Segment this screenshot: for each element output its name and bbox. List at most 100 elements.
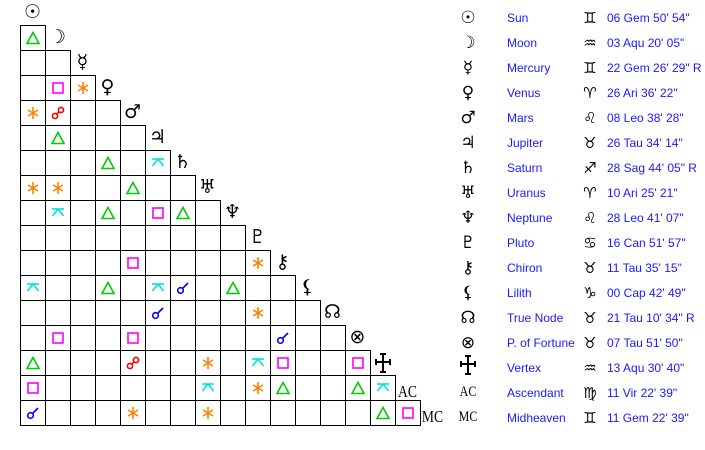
- grid-header-uranus-icon: ♅: [198, 176, 217, 198]
- grid-cell-conjunction: [20, 400, 46, 426]
- sextile-icon: [52, 182, 64, 194]
- trine-icon: [226, 281, 240, 295]
- grid-cell: [170, 400, 196, 426]
- grid-cell: [45, 400, 71, 426]
- grid-cell: [170, 375, 196, 401]
- grid-cell-trine: [170, 200, 196, 226]
- grid-cell-sextile: [70, 75, 96, 101]
- position-row: ☉ Sun ♊ 06 Gem 50' 54": [455, 5, 705, 30]
- grid-cell-trine: [20, 350, 46, 376]
- grid-cell-quincunx: [145, 275, 171, 301]
- sextile-icon: [202, 357, 214, 369]
- grid-cell: [145, 250, 171, 276]
- taurus-icon: ♉: [583, 258, 597, 277]
- grid-cell: [320, 375, 346, 401]
- grid-cell: [195, 325, 221, 351]
- grid-cell-square: [45, 75, 71, 101]
- square-icon: [152, 207, 164, 219]
- grid-cell: [95, 325, 121, 351]
- body-name: Chiron: [507, 260, 543, 275]
- body-position: 10 Ari 25' 21": [607, 185, 678, 200]
- body-name: True Node: [507, 310, 564, 325]
- grid-cell-conjunction: [170, 275, 196, 301]
- grid-header-midheaven-icon: MC: [421, 407, 444, 426]
- grid-cell-conjunction: [270, 325, 296, 351]
- grid-header-true-node-icon: ☊: [324, 301, 341, 323]
- square-icon: [352, 357, 364, 369]
- grid-cell: [20, 200, 46, 226]
- position-row: MC Midheaven ♊ 11 Gem 22' 39": [455, 405, 705, 430]
- opposition-icon: [126, 356, 140, 370]
- body-name: Lilith: [507, 285, 532, 300]
- body-name: Midheaven: [507, 410, 566, 425]
- grid-cell: [70, 350, 96, 376]
- grid-cell-square: [45, 325, 71, 351]
- body-position: 00 Cap 42' 49": [607, 285, 686, 300]
- sextile-icon: [27, 182, 39, 194]
- grid-cell: [70, 200, 96, 226]
- quincunx-icon: [151, 283, 165, 292]
- position-row: ♂ Mars ♌ 08 Leo 38' 28": [455, 105, 705, 130]
- sextile-icon: [202, 407, 214, 419]
- capricorn-icon: ♑: [583, 283, 597, 302]
- square-icon: [52, 332, 64, 344]
- position-row: ♅ Uranus ♈ 10 Ari 25' 21": [455, 180, 705, 205]
- grid-cell-quincunx: [45, 200, 71, 226]
- body-position: 26 Ari 36' 22": [607, 85, 678, 100]
- trine-icon: [126, 181, 140, 195]
- grid-cell: [320, 350, 346, 376]
- grid-cell-sextile: [20, 100, 46, 126]
- grid-header-venus-icon: ♀: [100, 76, 115, 98]
- grid-header-vertex-icon: [370, 350, 395, 375]
- grid-cell-quincunx: [245, 350, 271, 376]
- uranus-icon: ♅: [460, 182, 476, 203]
- grid-cell: [220, 375, 246, 401]
- trine-icon: [101, 156, 115, 170]
- grid-cell: [95, 225, 121, 251]
- grid-cell: [195, 225, 221, 251]
- grid-header-sun-icon: ☉: [23, 1, 42, 23]
- vertex-icon: [455, 355, 481, 380]
- grid-cell-sextile: [245, 250, 271, 276]
- grid-cell: [20, 50, 46, 76]
- grid-cell-square: [395, 400, 421, 426]
- grid-cell: [295, 375, 321, 401]
- grid-cell: [120, 200, 146, 226]
- body-position: 11 Tau 35' 15": [607, 260, 682, 275]
- grid-cell: [270, 275, 296, 301]
- grid-cell: [170, 325, 196, 351]
- aquarius-icon: ♒: [583, 358, 597, 377]
- grid-cell-square: [345, 350, 371, 376]
- grid-cell: [170, 250, 196, 276]
- body-position: 21 Tau 10' 34" R: [607, 310, 695, 325]
- quincunx-icon: [151, 158, 165, 167]
- grid-cell-trine: [270, 375, 296, 401]
- grid-header-ascendant-icon: AC: [398, 382, 417, 401]
- grid-header-saturn-icon: ♄: [173, 151, 192, 173]
- gemini-icon: ♊: [583, 8, 597, 27]
- grid-cell: [120, 225, 146, 251]
- body-position: 13 Aqu 30' 40": [607, 360, 685, 375]
- grid-cell: [220, 400, 246, 426]
- square-icon: [127, 257, 139, 269]
- grid-cell: [20, 300, 46, 326]
- grid-cell-sextile: [195, 400, 221, 426]
- grid-cell: [70, 125, 96, 151]
- grid-header-mars-icon: ♂: [123, 101, 142, 123]
- grid-header-jupiter-icon: ♃: [148, 126, 167, 148]
- grid-cell: [70, 150, 96, 176]
- grid-cell: [70, 250, 96, 276]
- body-position: 16 Can 51' 57": [607, 235, 686, 250]
- position-row: ♆ Neptune ♌ 28 Leo 41' 07": [455, 205, 705, 230]
- body-name: Sun: [507, 10, 529, 25]
- grid-cell: [20, 225, 46, 251]
- position-row: ♀ Venus ♈ 26 Ari 36' 22": [455, 80, 705, 105]
- grid-cell: [45, 350, 71, 376]
- grid-cell-trine: [370, 400, 396, 426]
- grid-cell: [195, 250, 221, 276]
- midheaven-icon: MC: [458, 409, 478, 425]
- grid-cell: [20, 150, 46, 176]
- body-name: Vertex: [507, 360, 542, 375]
- body-position: 11 Vir 22' 39": [607, 385, 678, 400]
